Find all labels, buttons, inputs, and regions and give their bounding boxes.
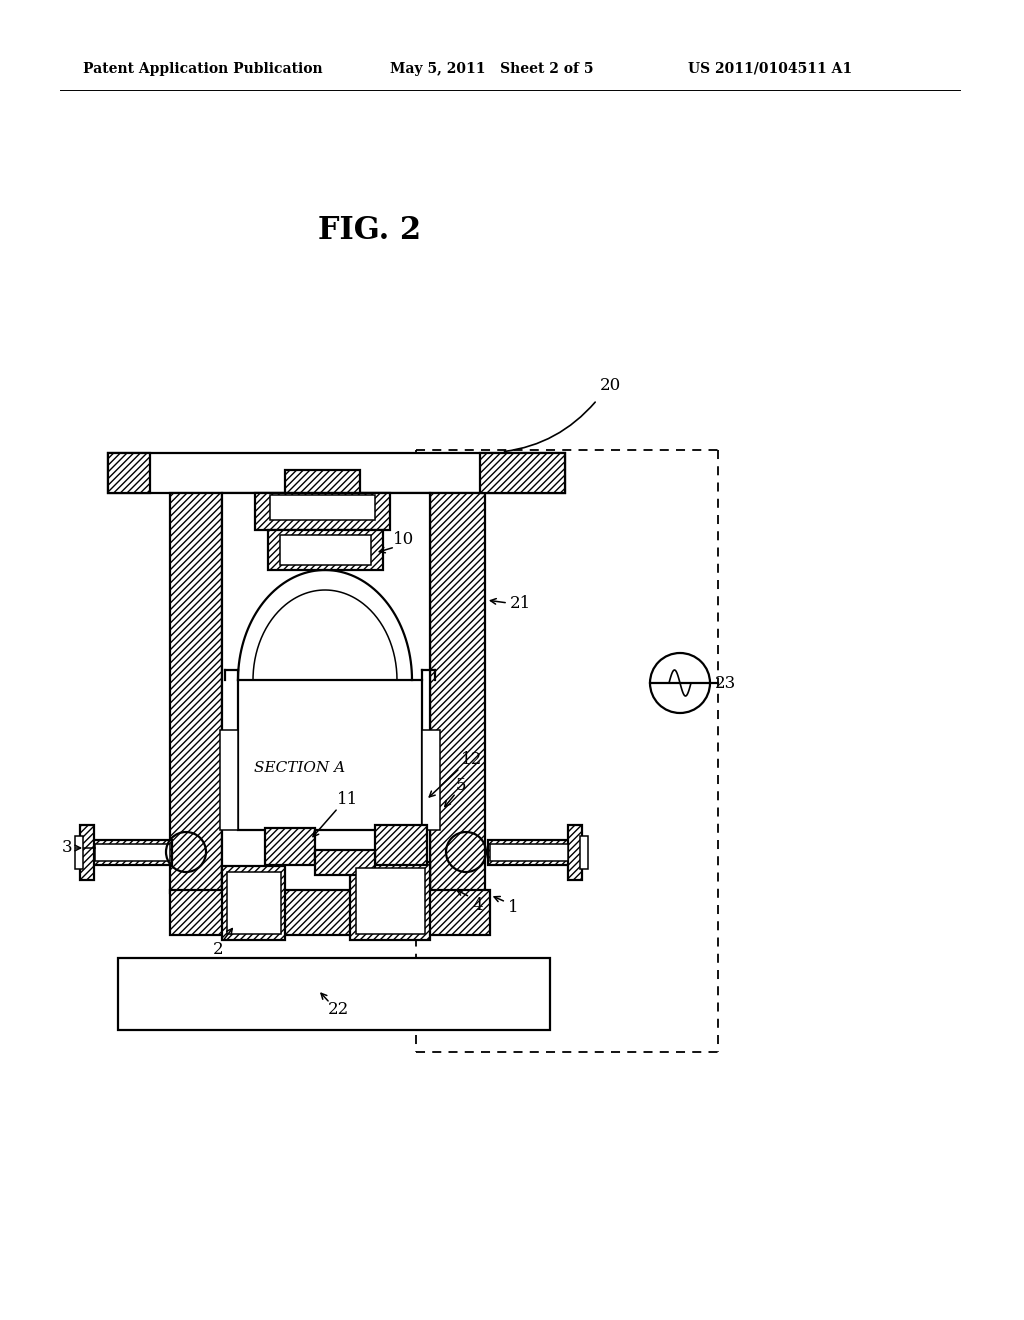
Bar — [95, 843, 170, 861]
Text: 2: 2 — [213, 941, 223, 958]
Bar — [170, 890, 490, 935]
Text: 4: 4 — [472, 896, 482, 913]
Bar — [227, 873, 281, 935]
Bar — [255, 492, 390, 531]
Bar — [580, 836, 588, 869]
Bar — [118, 958, 550, 1030]
Bar — [280, 535, 371, 565]
Bar — [170, 492, 222, 894]
Bar — [350, 862, 430, 940]
Text: 3: 3 — [61, 840, 72, 857]
Text: 22: 22 — [328, 1002, 349, 1019]
Text: 11: 11 — [337, 792, 358, 808]
Text: 10: 10 — [393, 532, 415, 549]
Bar — [90, 840, 172, 865]
Bar — [268, 531, 383, 570]
Bar — [490, 843, 568, 861]
Bar — [108, 453, 565, 492]
Text: FIG. 2: FIG. 2 — [318, 215, 422, 246]
Text: Patent Application Publication: Patent Application Publication — [83, 62, 323, 77]
Text: SECTION A: SECTION A — [254, 762, 345, 775]
FancyArrowPatch shape — [505, 403, 595, 451]
Text: US 2011/0104511 A1: US 2011/0104511 A1 — [688, 62, 852, 77]
Bar — [75, 836, 83, 869]
Bar — [356, 869, 425, 935]
Bar — [108, 453, 150, 492]
Bar — [285, 470, 360, 492]
Bar — [480, 453, 565, 492]
Bar — [430, 492, 485, 894]
Bar — [315, 850, 375, 875]
Bar — [375, 825, 427, 865]
Bar — [220, 730, 238, 830]
Bar — [222, 492, 430, 894]
Text: 1: 1 — [508, 899, 518, 916]
Text: 5: 5 — [456, 776, 467, 793]
Bar — [222, 866, 285, 940]
Bar — [422, 730, 440, 830]
Bar — [265, 828, 315, 865]
Text: May 5, 2011   Sheet 2 of 5: May 5, 2011 Sheet 2 of 5 — [390, 62, 594, 77]
Bar — [568, 825, 582, 880]
Bar — [270, 495, 375, 520]
Text: 20: 20 — [600, 376, 622, 393]
Text: 23: 23 — [715, 675, 736, 692]
Text: 21: 21 — [510, 594, 531, 611]
Text: 12: 12 — [461, 751, 482, 768]
Bar — [80, 825, 94, 880]
Bar — [488, 840, 570, 865]
Bar — [238, 680, 422, 830]
